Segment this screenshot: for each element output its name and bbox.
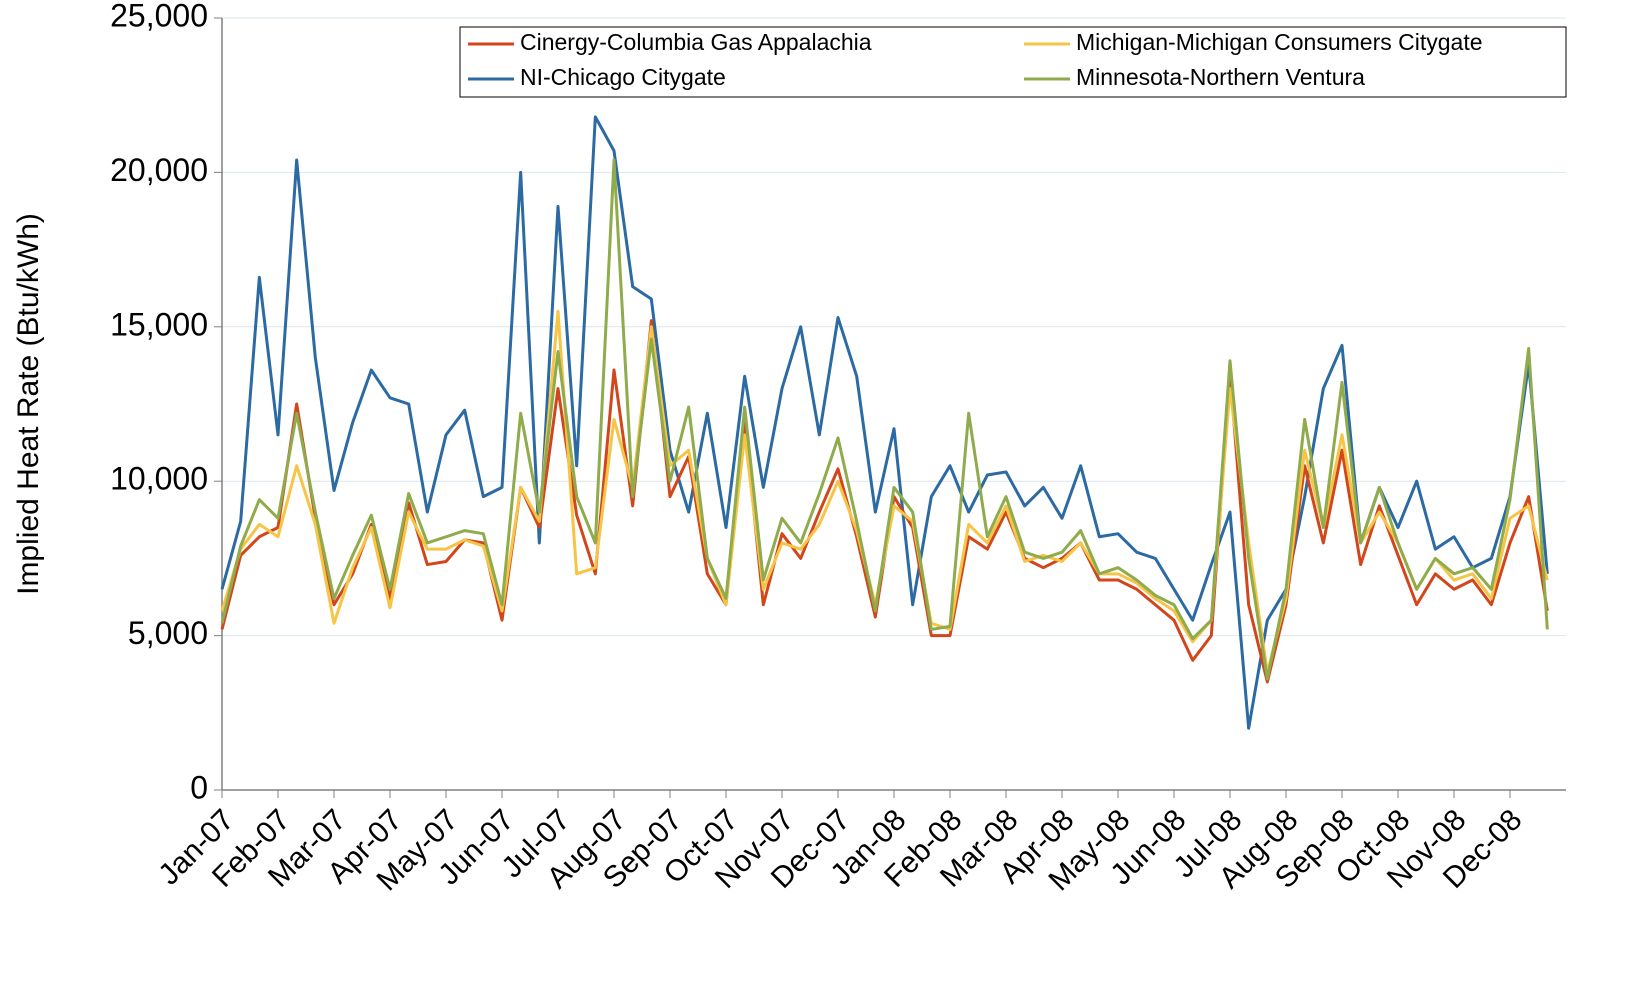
legend-label: NI-Chicago Citygate <box>520 64 726 90</box>
series-line <box>220 115 1549 730</box>
legend-box <box>459 26 1567 98</box>
y-tick-label: 20,000 <box>110 152 208 188</box>
legend-label: Cinergy-Columbia Gas Appalachia <box>520 29 872 55</box>
y-tick-label: 10,000 <box>110 461 208 497</box>
y-tick-label: 0 <box>190 769 208 805</box>
series-line <box>220 319 1549 684</box>
y-axis-label: Implied Heat Rate (Btu/kWh) <box>12 213 45 595</box>
y-tick-label: 25,000 <box>110 0 208 33</box>
legend-label: Michigan-Michigan Consumers Citygate <box>1076 29 1483 55</box>
legend-label: Minnesota-Northern Ventura <box>1076 64 1365 90</box>
series-line <box>220 158 1549 681</box>
y-tick-label: 15,000 <box>110 306 208 342</box>
y-tick-label: 5,000 <box>128 615 208 651</box>
